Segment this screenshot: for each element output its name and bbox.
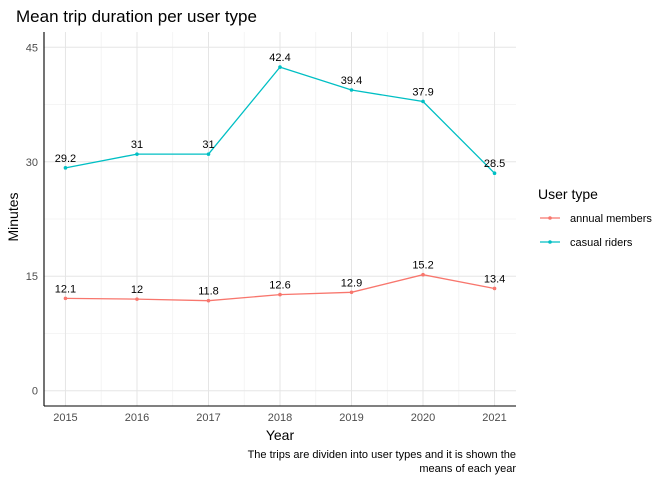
series-layer bbox=[63, 65, 497, 303]
x-tick-label: 2019 bbox=[339, 412, 363, 424]
x-tick-label: 2015 bbox=[53, 412, 77, 424]
axes: 0 15 30 45 2015 2016 2017 2018 2019 2020 2021 bbox=[26, 32, 516, 424]
data-label-casual-riders: 31 bbox=[202, 139, 214, 151]
x-tick-label: 2016 bbox=[125, 412, 149, 424]
data-point-casual-riders bbox=[206, 152, 211, 156]
data-label-annual-members: 11.8 bbox=[198, 286, 219, 298]
data-label-annual-members: 12.1 bbox=[55, 283, 76, 295]
legend-dot-annual-members bbox=[548, 216, 552, 220]
data-label-casual-riders: 31 bbox=[131, 139, 143, 151]
legend-item-annual-members: annual members bbox=[540, 213, 652, 225]
y-tick-label: 45 bbox=[26, 42, 38, 54]
data-label-annual-members: 12 bbox=[131, 284, 143, 296]
data-label-casual-riders: 39.4 bbox=[341, 75, 362, 87]
data-point-annual-members bbox=[421, 272, 425, 277]
caption-line-1: The trips are dividen into user types an… bbox=[248, 449, 516, 461]
data-label-annual-members: 12.6 bbox=[269, 280, 290, 292]
data-point-annual-members bbox=[278, 292, 282, 297]
data-label-casual-riders: 37.9 bbox=[412, 86, 433, 98]
legend-label-casual-riders: casual riders bbox=[570, 237, 633, 249]
y-axis-title: Minutes bbox=[5, 192, 21, 241]
data-point-casual-riders bbox=[492, 171, 497, 176]
data-point-annual-members bbox=[349, 290, 354, 295]
x-tick-label: 2018 bbox=[268, 412, 292, 424]
data-label-annual-members: 15.2 bbox=[412, 260, 433, 272]
x-axis-title: Year bbox=[266, 427, 295, 443]
data-point-annual-members bbox=[63, 296, 68, 301]
data-point-annual-members bbox=[206, 298, 211, 303]
x-tick-label: 2020 bbox=[411, 412, 435, 424]
data-labels: 12.1 12 11.8 12.6 12.9 15.2 13.4 29.2 31 31 42.4 39… bbox=[55, 52, 506, 298]
data-point-annual-members bbox=[135, 297, 139, 301]
chart-title: Mean trip duration per user type bbox=[16, 7, 257, 26]
data-point-casual-riders bbox=[349, 88, 354, 92]
x-tick-label: 2017 bbox=[196, 412, 220, 424]
legend: User type annual members casual riders bbox=[538, 186, 652, 249]
data-label-casual-riders: 29.2 bbox=[55, 153, 76, 165]
legend-label-annual-members: annual members bbox=[570, 213, 652, 225]
y-tick-label: 0 bbox=[32, 386, 38, 398]
data-label-annual-members: 13.4 bbox=[484, 273, 505, 285]
y-tick-label: 30 bbox=[26, 157, 38, 169]
legend-title: User type bbox=[538, 186, 598, 202]
x-tick-label: 2021 bbox=[482, 412, 506, 424]
data-label-casual-riders: 28.5 bbox=[484, 158, 505, 170]
legend-dot-casual-riders bbox=[548, 240, 552, 244]
y-tick-label: 15 bbox=[26, 271, 38, 283]
data-point-casual-riders bbox=[135, 152, 139, 156]
data-label-casual-riders: 42.4 bbox=[269, 52, 290, 64]
caption-line-2: means of each year bbox=[419, 463, 516, 475]
legend-item-casual-riders: casual riders bbox=[540, 237, 633, 249]
data-point-casual-riders bbox=[63, 166, 68, 170]
data-point-casual-riders bbox=[421, 99, 425, 104]
data-point-annual-members bbox=[492, 286, 497, 291]
data-point-casual-riders bbox=[278, 65, 282, 69]
grid-lines bbox=[44, 32, 516, 406]
data-label-annual-members: 12.9 bbox=[341, 277, 362, 289]
